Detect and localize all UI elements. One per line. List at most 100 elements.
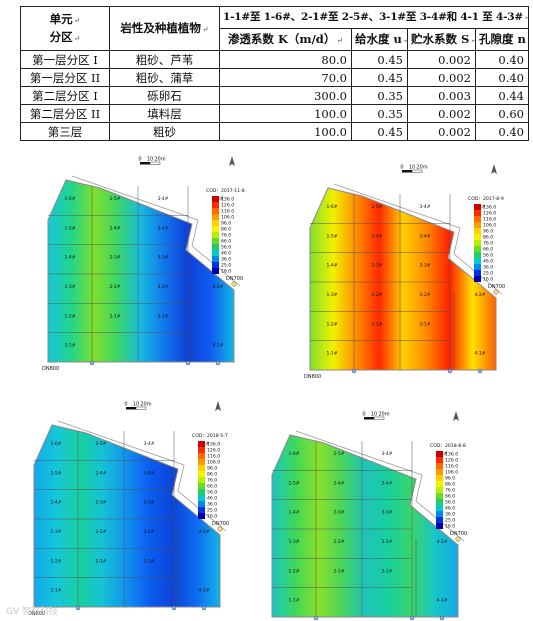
scale-bar [364,417,374,420]
legend-value: 116.0 [445,464,458,470]
header-k: 渗透系数 K（m/d）↵ [219,28,352,51]
cell-label: 3-4# [143,441,154,447]
cell-label: 3-3# [157,255,168,261]
legend-swatch [198,483,205,489]
cell-label: 2-5# [371,204,382,210]
table-row: 第一层分区 II 粗砂、蒲草 70.0 0.45 0.002 0.40 [20,68,529,87]
north-arrow-icon [229,156,235,166]
well-marker [351,368,357,374]
outlet-label: DN700 [488,284,505,290]
legend-swatch [436,505,443,511]
cell-label: 3-2# [157,284,168,290]
table-row: 第三层 粗砂 100.0 0.45 0.002 0.40 [20,122,529,141]
outlet-marker [493,289,499,295]
cell-n: 0.40 [475,122,529,141]
legend-value: 66.0 [221,239,231,245]
cell-mu: 0.45 [351,68,408,87]
cod-map-panel-4: 1-6#2-5#3-4#4-3#1-5#2-4#3-4#1-4#2-3#3-3#… [244,405,484,621]
cell-s: 0.002 [407,68,476,87]
well-marker [447,368,453,374]
legend-value: 106.0 [221,215,234,221]
table-row: 第一层分区 I 粗砂、芦苇 80.0 0.45 0.002 0.40 [20,50,529,69]
cell-label: 1-4# [326,263,337,269]
cod-map-1: 1-6#2-5#3-4#4-3#1-5#2-4#3-4#1-4#2-3#3-3#… [42,156,245,372]
header-unit-line2: 分区 [49,29,73,44]
scale-bar [411,169,423,173]
legend-swatch [474,210,481,216]
cell-lithology: 粗砂、芦苇 [109,50,220,69]
legend-value: 126.0 [483,211,496,217]
cell-label: 2-2# [333,539,344,545]
cell-label: 2-2# [371,292,382,298]
cell-mu: 0.45 [351,50,408,69]
legend-title: COD：2018-5-7 [192,433,228,439]
legend-value: 36.0 [445,512,455,518]
legend-swatch [474,270,481,276]
scale-label: 10 [133,402,139,408]
cod-map-2: 1-6#2-5#3-4#4-3#1-5#2-4#3-4#1-4#2-3#3-3#… [304,164,505,380]
header-mu: 给水度 u↵ [351,28,408,51]
cell-label: 1-5# [50,470,61,476]
legend-swatch [212,256,219,262]
legend-value: 86.0 [483,235,493,241]
cell-label: 3-3# [419,263,430,269]
cell-k: 300.0 [219,86,352,105]
cod-map-3: 1-6#2-5#3-4#4-3#1-5#2-4#3-4#1-4#2-3#3-3#… [28,401,229,617]
cell-label: 1-5# [326,233,337,239]
cell-label: 4-1# [474,351,485,357]
legend-value: 25.0 [483,271,493,277]
cell-label: 1-3# [50,529,61,535]
cell-label: 4-2# [474,292,485,298]
cell-label: 2-4# [333,480,344,486]
cell-label: 2-4# [371,233,382,239]
legend-value: 25.0 [445,518,455,524]
legend-swatch [474,204,481,210]
cell-label: 1-1# [326,351,337,357]
legend-swatch [198,489,205,495]
well-marker [89,360,95,366]
inlet-label: DN800 [28,611,45,617]
header-unit: 单元↵ 分区↵ [20,6,110,51]
cell-label: 2-1# [371,321,382,327]
legend-value: 116.0 [221,209,234,215]
outlet-label: DN700 [226,276,243,282]
cell-label: 2-3# [109,255,120,261]
outlet-label: DN700 [212,521,229,527]
well-marker [409,615,415,621]
legend-value: 56.0 [483,253,493,259]
legend-swatch [436,481,443,487]
legend-swatch [212,220,219,226]
cell-s: 0.002 [407,122,476,141]
legend-value: 96.0 [445,476,455,482]
cell-label: 1-6# [288,451,299,457]
cell-label: 3-4# [143,470,154,476]
legend-swatch [212,226,219,232]
cell-k: 70.0 [219,68,352,87]
cell-label: 1-6# [326,204,337,210]
legend-swatch [474,264,481,270]
legend-value: 136.0 [445,452,458,458]
legend-value: 46.0 [221,251,231,257]
outlet-marker [217,526,223,532]
legend-swatch [436,493,443,499]
cell-lithology: 砾卵石 [109,86,220,105]
legend-value: 106.0 [207,460,220,466]
legend-swatch [474,234,481,240]
cell-label: 1-5# [288,480,299,486]
cell-zone: 第一层分区 I [20,50,110,69]
legend-swatch [474,216,481,222]
legend-value: 96.0 [483,229,493,235]
legend-value: 116.0 [207,454,220,460]
legend-value: 76.0 [483,241,493,247]
legend-value: 116.0 [483,217,496,223]
header-s: 贮水系数 S↵ [407,28,476,51]
scale-bar [140,162,150,165]
table-row: 第二层分区 II 填料层 100.0 0.35 0.002 0.60 [20,104,529,123]
legend-swatch [474,222,481,228]
legend-swatch [212,268,219,274]
legend-swatch [198,507,205,513]
legend-swatch [212,196,219,202]
cell-mu: 0.35 [351,86,408,105]
cell-zone: 第二层分区 I [20,86,110,105]
cell-label: 2-2# [109,284,120,290]
